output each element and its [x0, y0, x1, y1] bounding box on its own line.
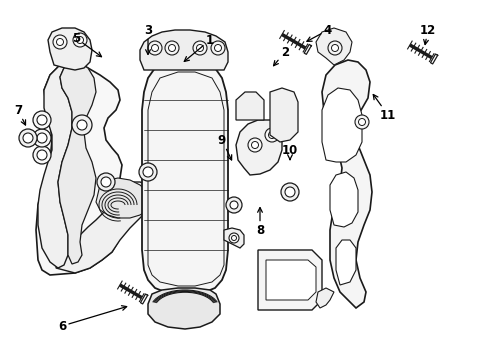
Circle shape — [214, 45, 221, 51]
Polygon shape — [36, 60, 122, 275]
Polygon shape — [236, 120, 282, 175]
Circle shape — [210, 41, 224, 55]
Text: 3: 3 — [143, 23, 152, 54]
Circle shape — [148, 41, 162, 55]
Polygon shape — [96, 178, 150, 218]
Polygon shape — [321, 88, 361, 162]
Circle shape — [76, 36, 83, 44]
Polygon shape — [315, 28, 351, 65]
Circle shape — [268, 131, 275, 139]
Circle shape — [193, 41, 206, 55]
Circle shape — [281, 183, 298, 201]
Polygon shape — [38, 60, 78, 268]
Polygon shape — [48, 28, 92, 70]
Polygon shape — [269, 88, 297, 142]
Circle shape — [225, 197, 242, 213]
Polygon shape — [315, 288, 333, 308]
Text: 1: 1 — [184, 33, 214, 62]
Text: 5: 5 — [72, 32, 102, 57]
Circle shape — [196, 45, 203, 51]
Circle shape — [285, 187, 294, 197]
Polygon shape — [258, 250, 321, 310]
Circle shape — [53, 35, 67, 49]
Circle shape — [72, 115, 92, 135]
Circle shape — [228, 233, 239, 243]
Polygon shape — [142, 60, 227, 294]
Polygon shape — [329, 172, 357, 227]
Circle shape — [151, 45, 158, 51]
Circle shape — [231, 235, 236, 240]
Text: 4: 4 — [306, 23, 331, 41]
Circle shape — [251, 141, 258, 149]
Polygon shape — [224, 228, 244, 248]
Polygon shape — [321, 60, 371, 308]
Text: 2: 2 — [273, 45, 288, 66]
Circle shape — [33, 111, 51, 129]
Text: 9: 9 — [218, 134, 231, 160]
Polygon shape — [140, 30, 227, 70]
Circle shape — [19, 129, 37, 147]
Text: 8: 8 — [255, 208, 264, 237]
Circle shape — [168, 45, 175, 51]
Text: 7: 7 — [14, 104, 25, 125]
Circle shape — [139, 163, 157, 181]
Polygon shape — [335, 240, 355, 285]
Circle shape — [97, 173, 115, 191]
Circle shape — [77, 120, 87, 130]
Polygon shape — [56, 182, 152, 273]
Circle shape — [57, 39, 63, 45]
Circle shape — [33, 129, 51, 147]
Circle shape — [37, 115, 47, 125]
Circle shape — [37, 133, 47, 143]
Polygon shape — [236, 92, 264, 120]
Text: 10: 10 — [281, 144, 298, 160]
Circle shape — [142, 167, 153, 177]
Text: 12: 12 — [419, 23, 435, 45]
Circle shape — [264, 128, 279, 142]
Circle shape — [358, 118, 365, 126]
Circle shape — [73, 33, 87, 47]
Polygon shape — [148, 288, 220, 329]
Circle shape — [354, 115, 368, 129]
Polygon shape — [265, 260, 315, 300]
Circle shape — [247, 138, 262, 152]
Circle shape — [164, 41, 179, 55]
Circle shape — [37, 150, 47, 160]
Circle shape — [331, 45, 338, 51]
Text: 11: 11 — [372, 95, 395, 122]
Circle shape — [23, 133, 33, 143]
Circle shape — [33, 146, 51, 164]
Circle shape — [101, 177, 111, 187]
Polygon shape — [58, 62, 96, 264]
Circle shape — [229, 201, 238, 209]
Text: 6: 6 — [58, 306, 126, 333]
Circle shape — [327, 41, 341, 55]
